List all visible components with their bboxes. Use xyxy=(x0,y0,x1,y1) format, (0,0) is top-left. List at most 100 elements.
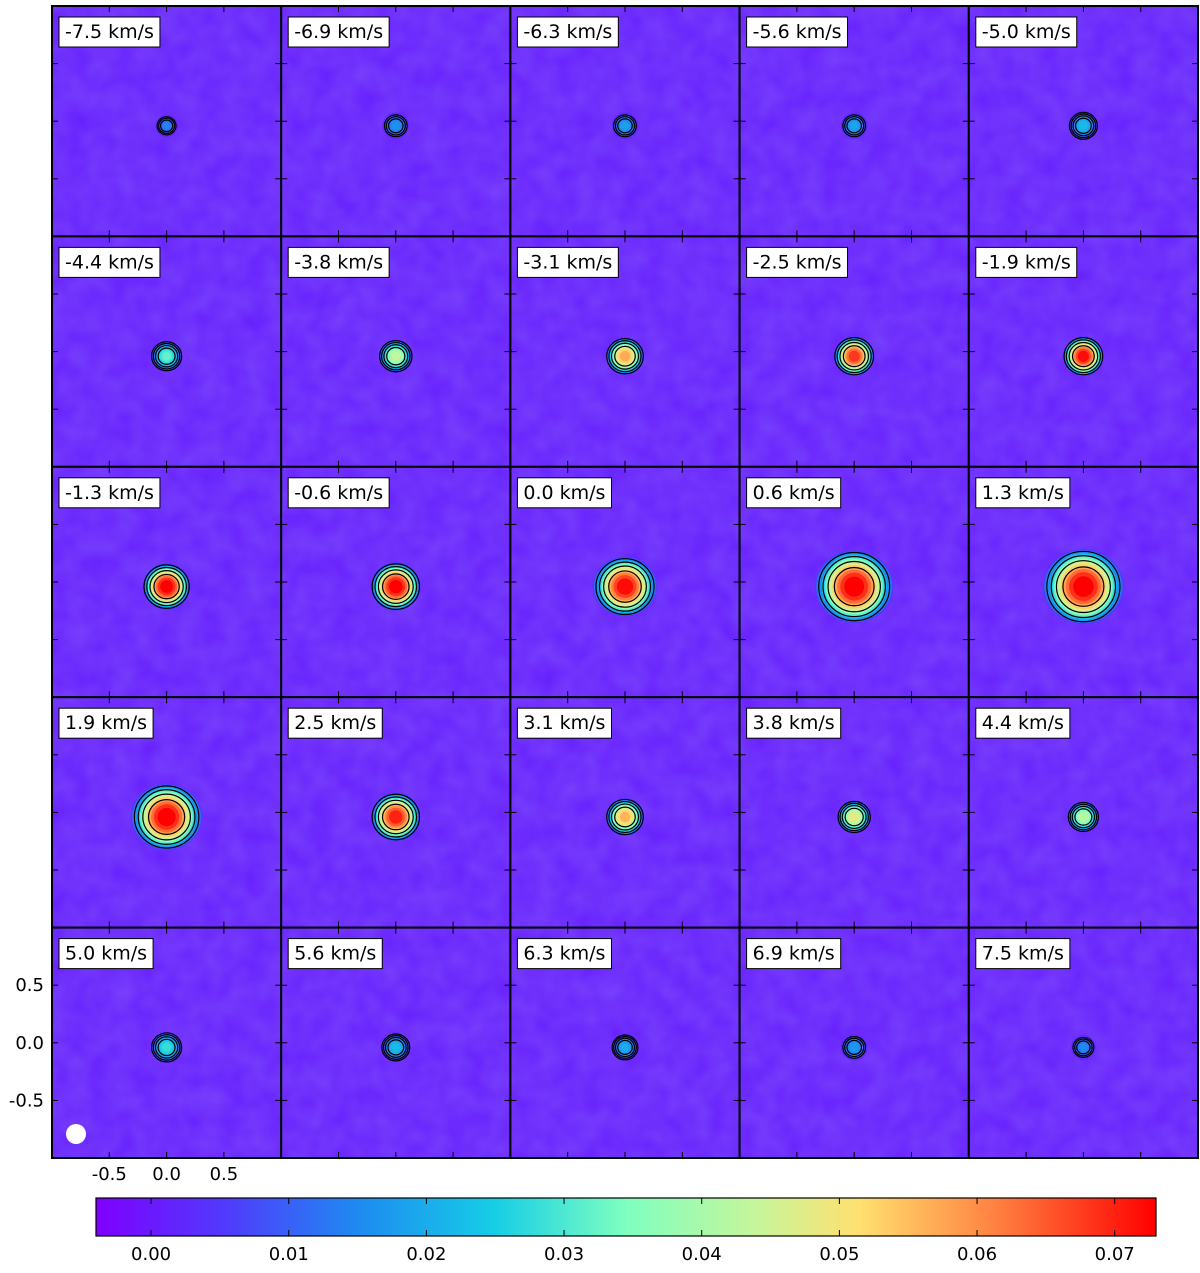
contour-line xyxy=(603,565,647,608)
velocity-label-box xyxy=(746,477,842,509)
contour-line xyxy=(152,1034,181,1061)
contour-line xyxy=(1050,555,1117,619)
velocity-label-box xyxy=(746,246,849,278)
velocity-label-box xyxy=(975,477,1071,509)
contour-line xyxy=(610,342,640,370)
channel-panel: 4.4 km/s xyxy=(967,696,1199,929)
contour-line xyxy=(818,551,891,622)
velocity-label-box xyxy=(516,477,612,509)
colorbar-tick-label: 0.03 xyxy=(544,1244,584,1265)
channel-panel: 0.6 km/s xyxy=(738,465,970,699)
contour-line xyxy=(846,118,863,134)
velocity-label: 1.3 km/s xyxy=(982,482,1064,504)
velocity-label: -4.4 km/s xyxy=(65,251,154,273)
contour-line xyxy=(822,556,886,618)
contour-line xyxy=(1074,1038,1093,1057)
velocity-label-box xyxy=(516,707,612,739)
x-tick-label: 0.5 xyxy=(210,1164,239,1185)
contour-line xyxy=(158,117,176,135)
contour-line xyxy=(1072,115,1095,137)
velocity-label-box xyxy=(746,16,849,48)
velocity-label: -5.0 km/s xyxy=(982,21,1071,43)
x-tick-label: 0.0 xyxy=(152,1164,181,1185)
contour-line xyxy=(827,560,881,613)
channel-panel: -1.3 km/s xyxy=(51,465,283,699)
contour-line xyxy=(159,119,174,133)
emission-level xyxy=(1079,121,1088,130)
velocity-label-box xyxy=(287,477,390,509)
channel-panel: 3.1 km/s xyxy=(509,696,741,929)
contour-line xyxy=(598,561,652,612)
emission-level xyxy=(391,1043,400,1052)
contour-line xyxy=(613,114,637,138)
emission-level xyxy=(163,122,170,129)
contour-line xyxy=(834,336,875,376)
contour-line xyxy=(837,800,871,834)
contour-line xyxy=(383,114,408,138)
channel-panel: 1.3 km/s xyxy=(967,465,1199,699)
velocity-label: 1.9 km/s xyxy=(65,712,147,734)
contour-line xyxy=(383,344,409,369)
contour-line xyxy=(149,570,184,604)
contour-line xyxy=(1071,805,1096,829)
contour-line xyxy=(147,799,186,836)
contour-line xyxy=(381,573,410,600)
contour-line xyxy=(606,798,644,836)
contour-line xyxy=(371,563,421,610)
emission-level xyxy=(162,351,171,361)
emission-level xyxy=(157,807,176,827)
velocity-label: -2.5 km/s xyxy=(753,251,842,273)
contour-line xyxy=(1067,801,1100,833)
contour-line xyxy=(133,785,200,849)
emission-level xyxy=(616,578,634,595)
channel-panel: 5.0 km/s xyxy=(51,926,283,1159)
contour-line xyxy=(153,573,180,600)
contour-line xyxy=(150,341,183,372)
contour-line xyxy=(377,799,414,835)
contour-line xyxy=(137,789,196,845)
velocity-label-box xyxy=(58,477,161,509)
contour-line xyxy=(842,1035,867,1059)
emission-level xyxy=(849,812,859,822)
contour-line xyxy=(846,1039,863,1055)
emission-level xyxy=(848,350,860,362)
channel-panel: -2.5 km/s xyxy=(738,235,970,468)
contour-line xyxy=(617,118,633,134)
x-tick-label: -0.5 xyxy=(92,1164,127,1185)
contour-line xyxy=(381,341,411,371)
emission-level xyxy=(850,122,858,130)
contour-line xyxy=(614,1037,636,1058)
channel-panel: -1.9 km/s xyxy=(967,235,1199,468)
contour-line xyxy=(614,345,636,367)
velocity-label: -5.6 km/s xyxy=(753,21,842,43)
channel-panel: 7.5 km/s xyxy=(967,926,1199,1159)
velocity-label-box xyxy=(58,16,161,48)
contour-line xyxy=(387,1039,405,1056)
contour-line xyxy=(381,803,410,831)
emission-level xyxy=(392,122,400,130)
contour-line xyxy=(608,340,642,373)
contour-line xyxy=(613,1035,637,1059)
contour-line xyxy=(839,802,869,832)
colorbar-tick-label: 0.05 xyxy=(819,1244,859,1265)
colorbar-tick-label: 0.02 xyxy=(406,1244,446,1265)
emission-level xyxy=(1073,576,1094,597)
contour-line xyxy=(146,566,188,607)
contour-line xyxy=(1074,117,1092,134)
contour-line xyxy=(842,345,866,368)
contour-line xyxy=(377,569,414,604)
colorbar-tick-label: 0.01 xyxy=(269,1244,309,1265)
velocity-label-box xyxy=(58,938,154,970)
emission-level xyxy=(1079,812,1088,822)
contour-line xyxy=(844,807,864,827)
contour-line xyxy=(379,340,413,373)
contour-line xyxy=(157,347,176,365)
contour-line xyxy=(844,116,865,136)
y-tick-label: 0.0 xyxy=(15,1033,44,1054)
velocity-label-box xyxy=(58,707,154,739)
channel-panel: -7.5 km/s xyxy=(51,5,283,238)
velocity-label-box xyxy=(516,938,612,970)
channel-panel: -4.4 km/s xyxy=(51,235,283,468)
axes-layer: -0.5 0.0 0.5 0.5 0.0 -0.5 xyxy=(9,975,238,1185)
velocity-label-box xyxy=(746,938,842,970)
